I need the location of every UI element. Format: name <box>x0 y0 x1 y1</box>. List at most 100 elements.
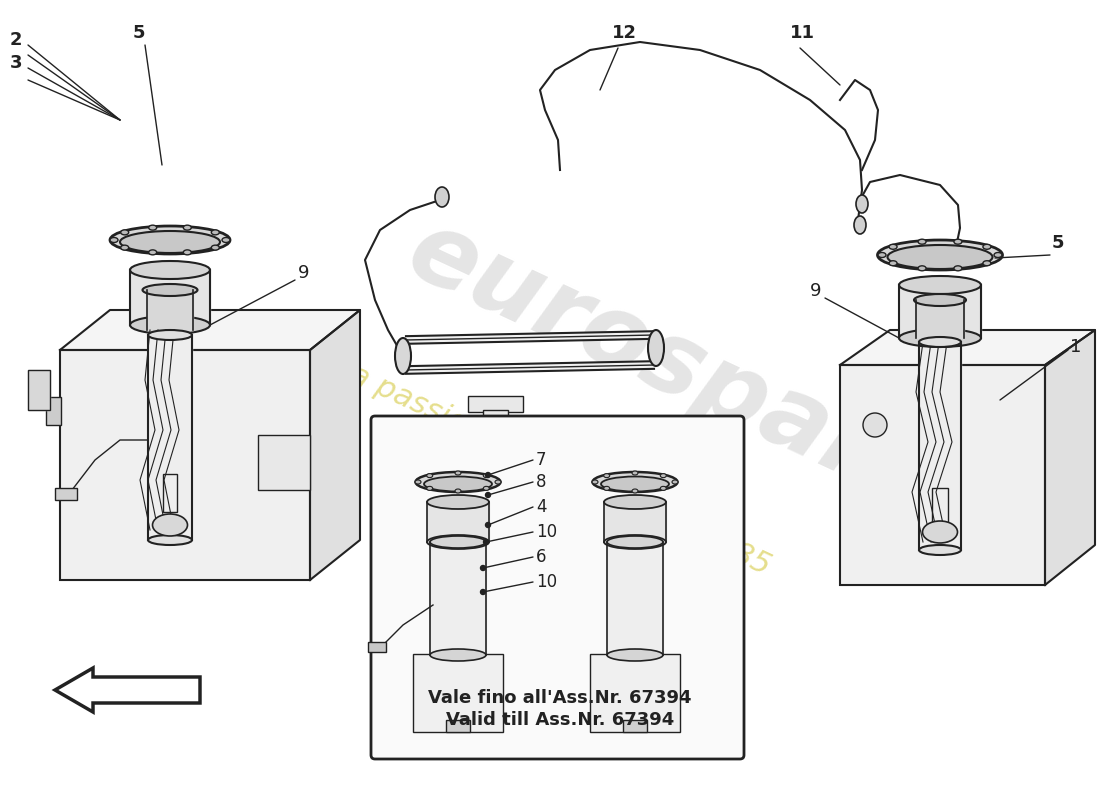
Ellipse shape <box>660 474 667 478</box>
Bar <box>412 654 503 732</box>
Ellipse shape <box>427 535 490 549</box>
Bar <box>483 410 508 428</box>
Polygon shape <box>916 300 964 338</box>
Bar <box>28 370 50 410</box>
Polygon shape <box>899 285 981 338</box>
Ellipse shape <box>954 239 961 244</box>
Text: 10: 10 <box>536 573 557 591</box>
Polygon shape <box>130 270 210 325</box>
Polygon shape <box>607 542 663 655</box>
Ellipse shape <box>856 195 868 213</box>
Ellipse shape <box>878 240 1002 270</box>
Ellipse shape <box>660 486 667 490</box>
Ellipse shape <box>604 495 666 509</box>
Ellipse shape <box>899 329 981 347</box>
Text: 12: 12 <box>612 24 637 42</box>
Polygon shape <box>840 330 1094 365</box>
Ellipse shape <box>918 239 926 244</box>
Ellipse shape <box>184 225 191 230</box>
Polygon shape <box>1045 330 1094 585</box>
Ellipse shape <box>153 514 187 536</box>
Ellipse shape <box>211 230 219 235</box>
Bar <box>468 396 522 412</box>
Polygon shape <box>148 335 192 540</box>
Ellipse shape <box>918 337 961 347</box>
Ellipse shape <box>148 330 192 340</box>
Ellipse shape <box>121 230 129 235</box>
Ellipse shape <box>592 480 598 484</box>
Ellipse shape <box>888 245 992 269</box>
Bar <box>46 397 60 425</box>
Text: 4: 4 <box>536 498 547 516</box>
Text: Vale fino all'Ass.Nr. 67394: Vale fino all'Ass.Nr. 67394 <box>428 689 692 707</box>
Circle shape <box>485 493 491 498</box>
Ellipse shape <box>607 536 663 548</box>
Ellipse shape <box>148 250 156 255</box>
Ellipse shape <box>899 276 981 294</box>
Bar <box>368 642 386 652</box>
Ellipse shape <box>430 536 486 548</box>
Ellipse shape <box>607 649 663 661</box>
Ellipse shape <box>918 545 961 555</box>
Ellipse shape <box>211 245 219 250</box>
Ellipse shape <box>110 238 118 242</box>
Bar <box>163 474 177 512</box>
Circle shape <box>485 522 491 527</box>
Ellipse shape <box>455 489 461 493</box>
Ellipse shape <box>878 253 886 258</box>
Ellipse shape <box>427 495 490 509</box>
Ellipse shape <box>110 226 230 254</box>
Ellipse shape <box>395 338 411 374</box>
Ellipse shape <box>914 294 966 306</box>
Text: Valid till Ass.Nr. 67394: Valid till Ass.Nr. 67394 <box>446 711 674 729</box>
Ellipse shape <box>143 284 198 296</box>
Polygon shape <box>427 502 490 542</box>
Text: 2: 2 <box>10 31 22 49</box>
FancyArrow shape <box>55 668 200 712</box>
Polygon shape <box>604 502 666 542</box>
Ellipse shape <box>430 649 486 661</box>
Ellipse shape <box>632 489 638 493</box>
Ellipse shape <box>130 261 210 279</box>
Ellipse shape <box>954 266 961 271</box>
FancyBboxPatch shape <box>371 416 744 759</box>
Ellipse shape <box>604 486 609 490</box>
Ellipse shape <box>854 216 866 234</box>
Bar <box>60 350 310 580</box>
Ellipse shape <box>483 474 490 478</box>
Ellipse shape <box>222 238 230 242</box>
Polygon shape <box>430 542 486 655</box>
Bar <box>258 435 310 490</box>
Polygon shape <box>60 310 360 350</box>
Polygon shape <box>60 350 310 580</box>
Bar <box>590 654 680 732</box>
Circle shape <box>864 413 887 437</box>
Ellipse shape <box>416 472 500 492</box>
Circle shape <box>481 566 485 570</box>
Ellipse shape <box>455 471 461 475</box>
Circle shape <box>481 590 485 594</box>
Ellipse shape <box>495 480 500 484</box>
Ellipse shape <box>148 535 192 545</box>
Text: 7: 7 <box>536 451 547 469</box>
Polygon shape <box>28 370 50 410</box>
Polygon shape <box>918 342 961 550</box>
Text: 8: 8 <box>536 473 547 491</box>
Ellipse shape <box>434 187 449 207</box>
Bar <box>446 720 470 732</box>
Text: 5: 5 <box>133 24 145 42</box>
Ellipse shape <box>918 266 926 271</box>
Text: a passion for parts since 1985: a passion for parts since 1985 <box>345 359 776 581</box>
Polygon shape <box>147 290 192 330</box>
Text: eurospares: eurospares <box>393 202 1008 558</box>
Text: 9: 9 <box>810 282 822 300</box>
Ellipse shape <box>120 231 220 253</box>
Ellipse shape <box>648 330 664 366</box>
Ellipse shape <box>593 472 678 492</box>
Text: 5: 5 <box>1052 234 1065 252</box>
Ellipse shape <box>184 250 191 255</box>
Text: 6: 6 <box>536 548 547 566</box>
Ellipse shape <box>601 477 669 491</box>
Ellipse shape <box>632 471 638 475</box>
Ellipse shape <box>483 486 490 490</box>
